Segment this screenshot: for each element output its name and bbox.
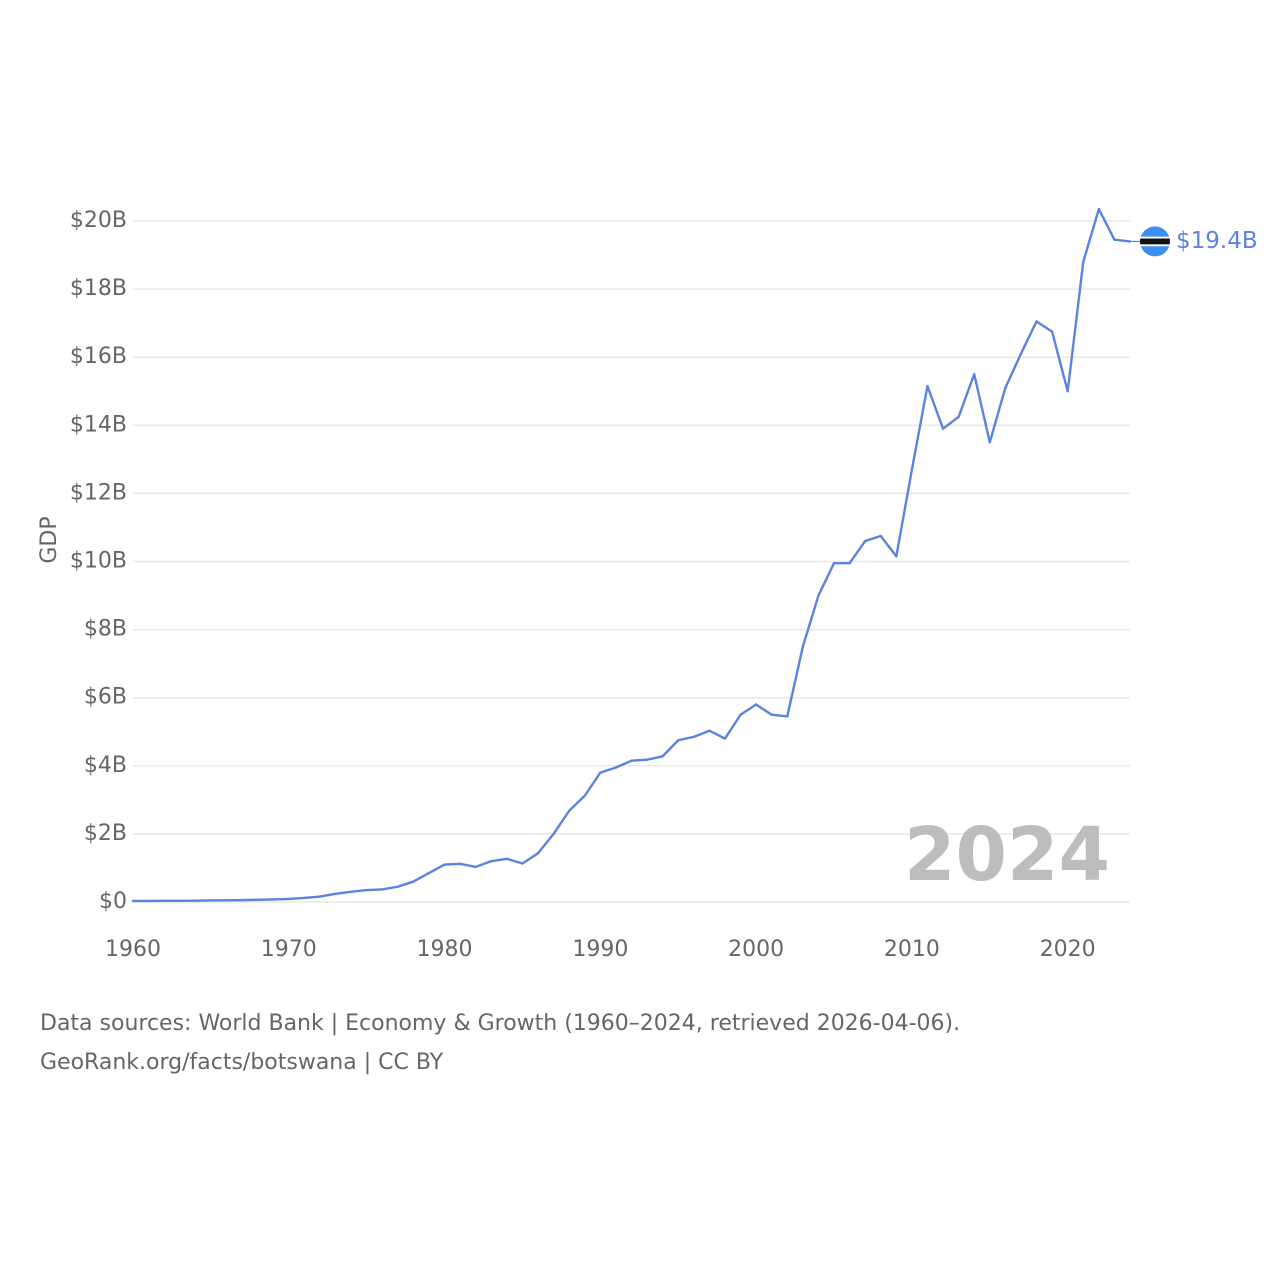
x-tick-label: 1970 bbox=[261, 937, 317, 962]
data-point bbox=[677, 739, 680, 742]
data-point bbox=[957, 415, 960, 418]
data-point bbox=[661, 755, 664, 758]
data-point bbox=[848, 562, 851, 565]
data-point bbox=[708, 729, 711, 732]
data-point bbox=[521, 862, 524, 865]
data-point bbox=[926, 384, 929, 388]
data-point bbox=[505, 857, 509, 860]
x-tick-label: 2020 bbox=[1040, 937, 1096, 962]
data-point bbox=[770, 713, 773, 716]
data-point bbox=[474, 865, 477, 869]
y-tick-label: $2B bbox=[84, 821, 127, 846]
data-point bbox=[941, 427, 945, 430]
data-point bbox=[458, 862, 462, 866]
y-tick-label: $14B bbox=[70, 412, 127, 437]
data-point bbox=[349, 890, 353, 893]
data-point bbox=[1097, 207, 1101, 211]
x-tick-label: 2000 bbox=[728, 937, 784, 962]
data-point bbox=[131, 899, 135, 903]
data-point bbox=[754, 703, 758, 706]
data-point bbox=[443, 863, 446, 866]
data-point bbox=[209, 899, 213, 902]
data-point bbox=[1050, 330, 1054, 333]
y-tick-label: $12B bbox=[70, 480, 127, 505]
data-point bbox=[490, 859, 493, 863]
data-point bbox=[412, 880, 415, 883]
data-point bbox=[817, 594, 820, 597]
y-tick-label: $8B bbox=[84, 617, 127, 642]
data-point bbox=[1113, 238, 1116, 241]
data-point bbox=[162, 899, 166, 903]
data-point bbox=[303, 896, 306, 900]
y-tick-label: $6B bbox=[84, 685, 127, 710]
data-point bbox=[1066, 390, 1069, 393]
data-point bbox=[630, 759, 633, 762]
data-point bbox=[536, 852, 540, 855]
data-point bbox=[381, 888, 384, 891]
data-point bbox=[801, 645, 805, 648]
gridlines bbox=[133, 220, 1130, 903]
data-point bbox=[1004, 386, 1007, 390]
data-point bbox=[225, 899, 228, 902]
data-point bbox=[194, 899, 197, 902]
data-point bbox=[786, 715, 789, 718]
data-point bbox=[178, 899, 181, 903]
data-point bbox=[318, 895, 322, 898]
y-tick-label: $10B bbox=[70, 549, 127, 574]
data-point bbox=[256, 898, 259, 901]
y-axis-tick-labels: $0 $2B $4B $6B $8B $10B $12B $14B $16B $18B $20B bbox=[70, 208, 127, 914]
botswana-flag-icon bbox=[1140, 226, 1170, 257]
data-point bbox=[1082, 260, 1085, 264]
data-point bbox=[552, 832, 555, 836]
data-point bbox=[895, 555, 898, 558]
data-point bbox=[645, 758, 649, 761]
data-point bbox=[988, 441, 991, 444]
data-sources: Data sources: World Bank | Economy & Gro… bbox=[40, 1004, 1240, 1082]
series-line bbox=[131, 207, 1132, 903]
y-tick-label: $20B bbox=[70, 208, 127, 233]
y-axis-title: GDP bbox=[37, 516, 62, 563]
end-value-label: $19.4B bbox=[1176, 228, 1258, 254]
data-point bbox=[692, 735, 696, 739]
y-tick-label: $0 bbox=[99, 889, 127, 914]
year-watermark: 2024 bbox=[904, 812, 1110, 898]
data-point bbox=[365, 888, 368, 892]
y-tick-label: $18B bbox=[70, 276, 127, 301]
x-tick-label: 2010 bbox=[884, 937, 940, 962]
data-point bbox=[973, 373, 976, 376]
source-line-2: GeoRank.org/facts/botswana | CC BY bbox=[40, 1050, 444, 1075]
data-point bbox=[583, 794, 586, 797]
y-tick-label: $16B bbox=[70, 344, 127, 369]
data-point bbox=[567, 809, 571, 812]
source-line-1: Data sources: World Bank | Economy & Gro… bbox=[40, 1011, 961, 1036]
end-marker-group: $19.4B bbox=[1130, 226, 1258, 257]
x-tick-label: 1960 bbox=[105, 937, 161, 962]
data-point bbox=[287, 897, 290, 901]
data-point bbox=[739, 713, 742, 716]
x-tick-label: 1990 bbox=[572, 937, 628, 962]
data-point bbox=[334, 892, 337, 896]
data-point bbox=[879, 534, 882, 538]
series-points bbox=[131, 207, 1132, 903]
data-point bbox=[272, 898, 275, 901]
data-point bbox=[910, 468, 914, 471]
data-point bbox=[599, 771, 602, 774]
data-point bbox=[1035, 320, 1038, 323]
data-point bbox=[396, 885, 400, 888]
x-tick-label: 1980 bbox=[417, 937, 473, 962]
x-axis-tick-labels: 1960 1970 1980 1990 2000 2010 2020 bbox=[105, 937, 1096, 962]
data-point bbox=[614, 766, 618, 769]
data-point bbox=[723, 737, 727, 740]
data-point bbox=[427, 871, 431, 875]
data-point bbox=[1019, 352, 1023, 355]
series-layer bbox=[131, 207, 1132, 903]
data-point bbox=[832, 562, 836, 565]
data-point bbox=[240, 898, 244, 902]
data-point bbox=[147, 899, 150, 903]
data-point bbox=[863, 539, 867, 543]
y-tick-label: $4B bbox=[84, 753, 127, 778]
